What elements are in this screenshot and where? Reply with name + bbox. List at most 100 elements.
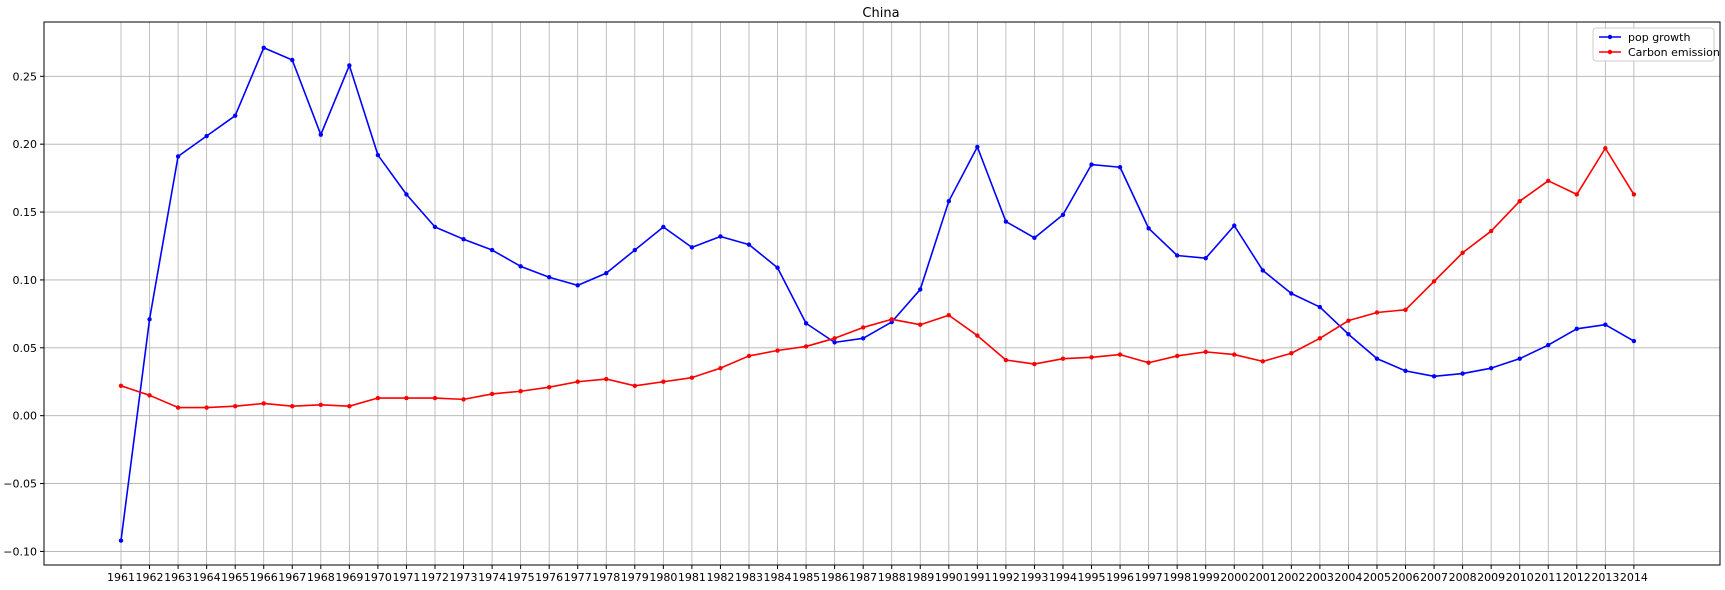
pop-growth-point bbox=[1203, 256, 1208, 261]
x-tick-label: 1995 bbox=[1078, 571, 1106, 584]
legend: pop growth Carbon emission bbox=[1592, 27, 1720, 62]
pop-growth-point bbox=[1032, 235, 1037, 241]
pop-growth-point bbox=[1431, 374, 1437, 379]
x-tick-label: 1967 bbox=[278, 571, 306, 584]
y-tick-label: 0.10 bbox=[13, 274, 38, 287]
grid bbox=[44, 22, 1720, 565]
pop-growth-point bbox=[1374, 356, 1380, 361]
carbon-emission-point bbox=[889, 317, 894, 322]
x-tick-label: 1962 bbox=[136, 571, 164, 584]
x-tick-label: 1965 bbox=[221, 571, 249, 584]
x-tick-label: 1971 bbox=[392, 571, 420, 584]
carbon-emission-point bbox=[604, 376, 609, 382]
pop-growth-point bbox=[1232, 223, 1237, 228]
x-tick-label: 2003 bbox=[1306, 571, 1334, 584]
pop-growth-point bbox=[375, 152, 381, 158]
pop-growth-point bbox=[1488, 365, 1494, 371]
pop-growth-point bbox=[1460, 371, 1465, 376]
y-tick-label: 0.25 bbox=[13, 70, 38, 83]
x-tick-label: 1989 bbox=[906, 571, 934, 584]
pop-growth-point bbox=[404, 192, 409, 197]
carbon-emission-point bbox=[546, 384, 552, 390]
carbon-emission-point bbox=[1174, 353, 1180, 359]
pop-growth-point bbox=[432, 224, 438, 230]
carbon-emission-point bbox=[775, 348, 780, 353]
x-tick-label: 1963 bbox=[164, 571, 192, 584]
carbon-emission-point bbox=[1317, 336, 1323, 341]
carbon-emission-point bbox=[1374, 310, 1380, 315]
carbon-emission-point bbox=[518, 389, 523, 394]
pop-growth-point bbox=[1060, 212, 1066, 217]
legend-label-carbon-emission: Carbon emission bbox=[1628, 46, 1720, 59]
carbon-emission-point bbox=[118, 383, 124, 389]
carbon-emission-point bbox=[946, 313, 952, 318]
carbon-emission-point bbox=[632, 383, 638, 389]
y-tick-label: 0.15 bbox=[13, 206, 38, 219]
x-tick-label: 1970 bbox=[364, 571, 392, 584]
pop-growth-point bbox=[1003, 219, 1009, 224]
x-tick-label: 1977 bbox=[564, 571, 592, 584]
y-tick-label: 0.00 bbox=[13, 410, 38, 423]
carbon-emission-point bbox=[918, 322, 923, 327]
carbon-emission-line bbox=[120, 147, 1635, 409]
x-tick-label: 1961 bbox=[107, 571, 135, 584]
legend-marker-carbon-emission bbox=[1607, 49, 1613, 55]
carbon-emission-point bbox=[290, 403, 295, 409]
pop-growth-point bbox=[1289, 291, 1294, 296]
legend-marker-pop-growth bbox=[1607, 34, 1613, 40]
legend-label-pop-growth: pop growth bbox=[1628, 31, 1690, 44]
carbon-emission-point bbox=[1431, 279, 1437, 284]
pop-growth-point bbox=[575, 283, 580, 288]
x-tick-label: 1984 bbox=[764, 571, 792, 584]
pop-growth-point bbox=[918, 287, 923, 292]
carbon-emission-point bbox=[1203, 349, 1208, 355]
y-tick-label: 0.20 bbox=[13, 138, 38, 151]
pop-growth-point bbox=[832, 340, 837, 345]
pop-growth-point bbox=[1317, 304, 1323, 310]
plot-area-frame bbox=[43, 21, 1721, 566]
pop-growth-point bbox=[1631, 338, 1637, 344]
carbon-emission-point bbox=[1603, 146, 1608, 151]
x-tick-label: 2013 bbox=[1591, 571, 1619, 584]
x-tick-label: 2006 bbox=[1392, 571, 1420, 584]
pop-growth-point bbox=[1603, 322, 1608, 327]
carbon-emission-point bbox=[1546, 178, 1551, 184]
pop-growth-point bbox=[318, 132, 324, 137]
x-tick-label: 2010 bbox=[1506, 571, 1534, 584]
x-tick-label: 1999 bbox=[1192, 571, 1220, 584]
carbon-emission-point bbox=[1146, 360, 1151, 365]
pop-growth-point bbox=[118, 538, 124, 543]
carbon-emission-point bbox=[404, 395, 409, 401]
x-tick-label: 1988 bbox=[878, 571, 906, 584]
pop-growth-point bbox=[718, 234, 723, 239]
carbon-emission-point bbox=[1003, 357, 1009, 363]
pop-growth-point bbox=[1260, 268, 1266, 273]
pop-growth-point bbox=[1546, 342, 1551, 348]
pop-growth-point bbox=[261, 45, 266, 50]
carbon-emission-point bbox=[432, 395, 438, 401]
carbon-emission-point bbox=[1631, 192, 1637, 197]
pop-growth-point bbox=[632, 247, 638, 253]
x-tick-label: 1987 bbox=[849, 571, 877, 584]
pop-growth-point bbox=[1403, 368, 1408, 374]
chart-title: China bbox=[862, 6, 899, 21]
x-tick-label: 1991 bbox=[963, 571, 991, 584]
pop-growth-point bbox=[290, 57, 295, 63]
carbon-emission-point bbox=[975, 333, 980, 338]
x-tick-label: 1993 bbox=[1020, 571, 1048, 584]
carbon-emission-point bbox=[261, 401, 266, 406]
pop-growth-point bbox=[946, 198, 952, 204]
x-tick-label: 1964 bbox=[193, 571, 221, 584]
pop-growth-point bbox=[1174, 253, 1180, 258]
x-tick-label: 2007 bbox=[1420, 571, 1448, 584]
x-tick-label: 2012 bbox=[1563, 571, 1591, 584]
carbon-emission-point bbox=[147, 393, 152, 398]
pop-growth-point bbox=[1517, 356, 1522, 361]
x-tick-label: 1973 bbox=[450, 571, 478, 584]
pop-growth-point bbox=[661, 224, 666, 230]
pop-growth-point bbox=[546, 275, 552, 280]
carbon-emission-point bbox=[489, 391, 495, 397]
x-tick-label: 1974 bbox=[478, 571, 506, 584]
pop-growth-point bbox=[746, 242, 752, 247]
